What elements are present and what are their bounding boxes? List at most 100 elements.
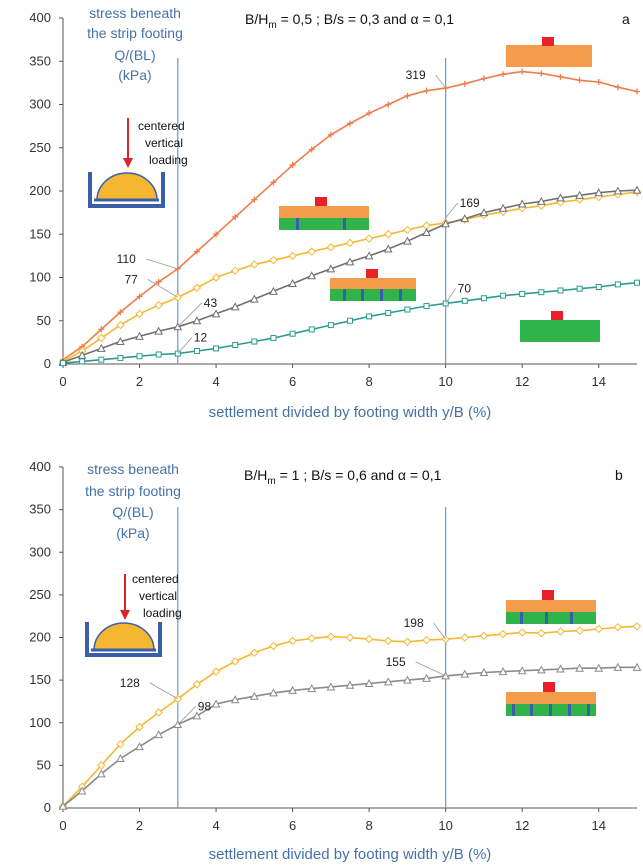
annotation-leader [145,258,178,270]
data-point [116,336,125,346]
data-point [556,627,565,636]
data-point [614,84,621,91]
x-tick-label: 8 [366,818,373,833]
title-post: = 1 ; B/s = 0,6 and α = 0,1 [276,467,442,483]
data-point [538,289,545,296]
data-point [575,626,584,635]
x-axis-label-a: settlement divided by footing width y/B … [209,404,492,421]
data-point [251,338,258,345]
annotation-leader [177,302,203,328]
data-point [575,190,584,199]
vlines-b [177,507,447,808]
y-tick-label: 300 [29,544,51,559]
y-tick-label: 400 [29,459,51,474]
data-point [58,801,68,810]
data-point [614,281,621,288]
chart-panel-b: 0 50 100 150 200 250 300 350 400 0 2 4 6 8 10 12 14 198… [29,459,642,863]
data-point [230,302,240,311]
data-point [479,667,489,676]
annotation-leader [149,682,178,700]
data-point [345,680,355,689]
x-tick-label: 10 [438,374,452,389]
annotations-b: 198 155 128 98 [120,616,446,725]
y-label-line: (kPa) [116,525,149,541]
data-point [519,68,526,75]
data-point [249,691,259,700]
data-point [575,663,584,672]
x-tick-label: 14 [591,818,605,833]
y-tick-label: 300 [29,97,51,112]
y-tick-label: 350 [29,53,51,68]
data-point [154,326,164,335]
vlines-a [177,58,447,364]
load-arrow-head [123,158,133,168]
data-point [230,657,240,666]
y-tick-label: 150 [29,226,51,241]
data-point [96,343,106,352]
x-tick-label: 14 [591,374,605,389]
data-point [250,260,259,269]
soil-mound-icon [96,172,158,201]
data-point [595,79,602,86]
x-tick-label: 0 [59,818,66,833]
annotation-leader [147,279,179,298]
data-point [251,196,258,203]
data-point [98,356,105,363]
y-ticks-b: 0 50 100 150 200 250 300 350 400 [29,459,63,815]
data-point [441,219,451,228]
container-icon [85,622,162,657]
series [60,68,640,363]
data-point [326,632,336,641]
data-point [136,293,143,300]
data-point [345,238,355,248]
annotations-a: 319 169 110 77 70 43 12 [117,68,480,354]
series [58,187,642,366]
data-point [480,295,487,302]
data-point [517,628,527,637]
data-point [403,225,412,235]
data-point [422,673,431,682]
data-point [345,633,355,642]
y-tick-label: 0 [44,800,51,815]
data-point [117,309,124,316]
x-tick-label: 8 [366,374,373,389]
annotation-label: 43 [204,296,218,310]
data-point [576,77,583,84]
inset-text: loading [149,153,188,167]
x-tick-label: 2 [136,374,143,389]
data-point [594,663,604,672]
data-point [211,667,221,676]
data-point [632,185,642,194]
title-pre: B/H [244,467,267,483]
data-point [632,622,642,631]
chart-title-b: B/Hm = 1 ; B/s = 0,6 and α = 0,1 [244,467,442,487]
load-arrow-head [120,610,130,620]
data-point [404,306,411,313]
chart-title-a: B/Hm = 0,5 ; B/s = 0,3 and α = 0,1 [245,11,454,31]
y-label-line: stress beneath [89,5,181,21]
data-point [270,335,277,342]
inset-text: loading [143,606,182,620]
data-point [269,688,278,697]
data-point [403,675,412,684]
data-point [345,257,355,266]
annotation-leader [415,661,446,677]
series [58,622,642,811]
data-point [326,264,336,273]
data-point [500,71,507,78]
data-point [536,196,546,205]
data-point [347,120,353,127]
data-point [364,234,374,243]
data-point [442,85,449,92]
title-pre: B/H [245,11,268,27]
data-point [192,283,202,293]
data-point [461,80,468,87]
data-point [116,320,125,330]
data-point [460,214,470,223]
y-label-line: Q/(BL) [112,504,153,520]
x-tick-label: 4 [212,374,219,389]
y-tick-label: 150 [29,672,51,687]
data-point [307,684,317,693]
data-point [213,345,220,352]
data-point [594,188,604,197]
